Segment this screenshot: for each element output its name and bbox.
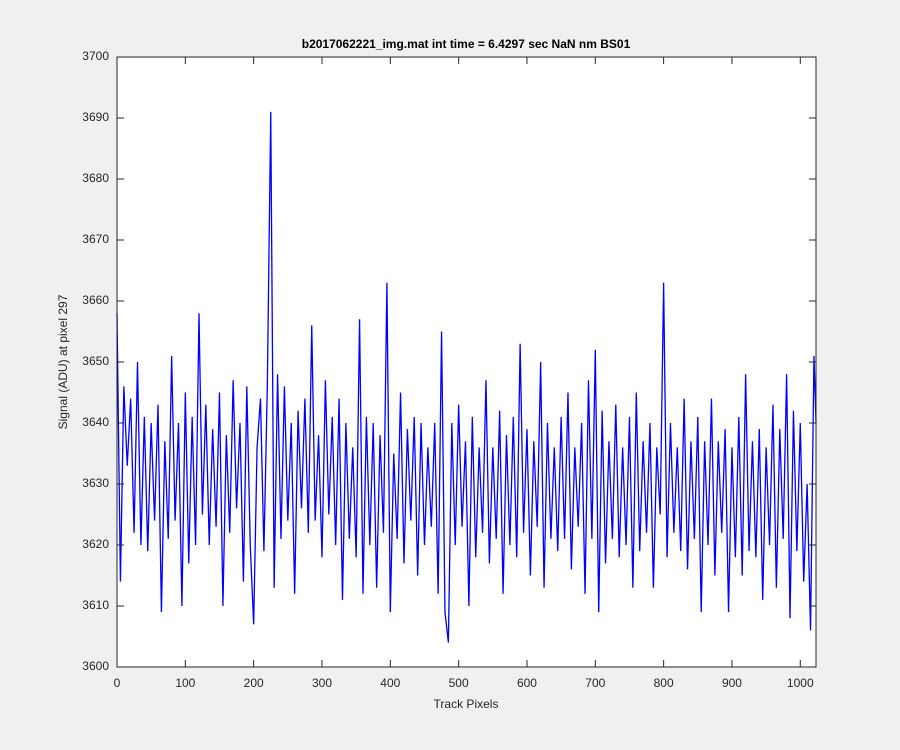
- x-tick-label: 500: [449, 676, 469, 690]
- x-tick-label: 300: [312, 676, 332, 690]
- x-tick-label: 600: [517, 676, 537, 690]
- x-tick-label: 200: [244, 676, 264, 690]
- x-axis-label: Track Pixels: [434, 697, 499, 711]
- y-tick-label: 3680: [82, 171, 109, 185]
- y-tick-label: 3670: [82, 232, 109, 246]
- x-tick-label: 100: [175, 676, 195, 690]
- y-tick-label: 3700: [82, 49, 109, 63]
- y-tick-label: 3640: [82, 415, 109, 429]
- x-tick-label: 400: [380, 676, 400, 690]
- x-tick-label: 1000: [787, 676, 814, 690]
- y-tick-label: 3630: [82, 476, 109, 490]
- x-tick-label: 700: [585, 676, 605, 690]
- x-tick-label: 900: [722, 676, 742, 690]
- y-tick-label: 3620: [82, 537, 109, 551]
- x-tick-label: 0: [114, 676, 121, 690]
- chart-title: b2017062221_img.mat int time = 6.4297 se…: [302, 37, 631, 51]
- y-tick-label: 3660: [82, 293, 109, 307]
- data-line: [116, 111, 817, 643]
- y-tick-label: 3690: [82, 110, 109, 124]
- y-tick-label: 3610: [82, 598, 109, 612]
- y-tick-label: 3650: [82, 354, 109, 368]
- x-tick-label: 800: [654, 676, 674, 690]
- plot-area: [117, 57, 816, 667]
- y-axis-label: Signal (ADU) at pixel 297: [56, 294, 70, 429]
- y-tick-label: 3600: [82, 659, 109, 673]
